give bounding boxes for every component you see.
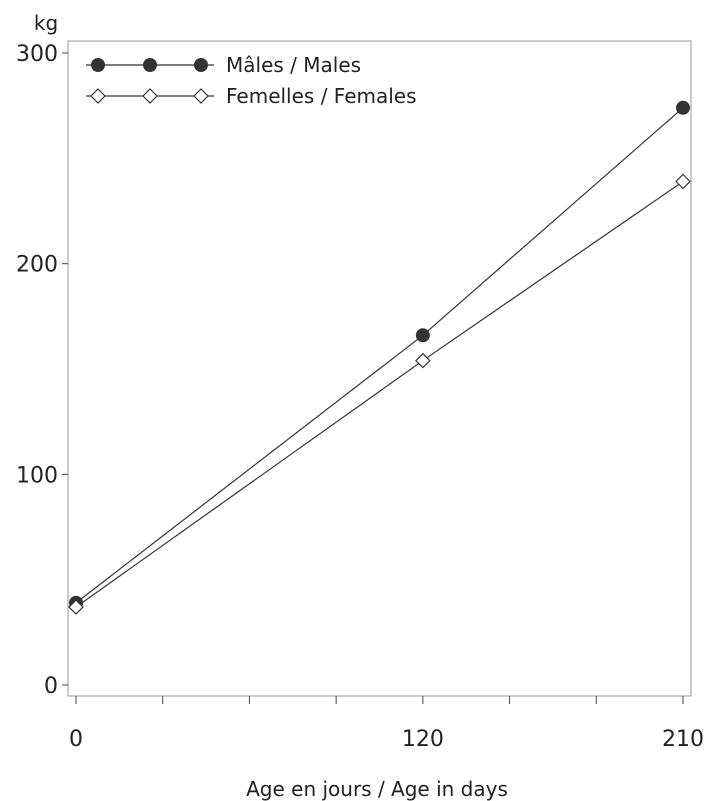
- y-axis-title: kg: [34, 11, 58, 35]
- y-axis: 0 100 200 300: [16, 42, 68, 699]
- data-point-males: [676, 100, 690, 115]
- legend-marker-males-3: [194, 58, 208, 72]
- x-axis: 0 120 210: [69, 696, 704, 752]
- series-layer: [68, 100, 691, 615]
- legend-marker-females-1: [90, 88, 106, 104]
- legend-label-females: Femelles / Females: [226, 84, 417, 108]
- y-tick-label: 100: [16, 463, 58, 488]
- legend-marker-females-3: [193, 88, 209, 104]
- y-tick-label: 200: [16, 253, 58, 278]
- data-point-females: [675, 173, 691, 190]
- series-line-males: [75, 107, 684, 604]
- x-tick-label: 210: [662, 727, 704, 752]
- legend-label-males: Mâles / Males: [226, 53, 361, 77]
- x-tick-label: 0: [69, 727, 83, 752]
- legend: Mâles / Males Femelles / Females: [86, 53, 417, 108]
- data-point-females: [415, 352, 431, 369]
- legend-marker-males-2: [143, 58, 157, 72]
- series-line-females: [75, 181, 684, 608]
- data-point-females: [68, 599, 84, 615]
- y-tick-label: 300: [16, 42, 58, 67]
- y-tick-label: 0: [44, 674, 58, 699]
- data-point-males: [415, 328, 430, 343]
- x-axis-title: Age en jours / Age in days: [246, 777, 508, 801]
- legend-marker-females-2: [142, 88, 158, 104]
- plot-area-frame: [67, 40, 692, 697]
- x-tick-label: 120: [402, 727, 444, 752]
- legend-marker-males-1: [91, 58, 105, 72]
